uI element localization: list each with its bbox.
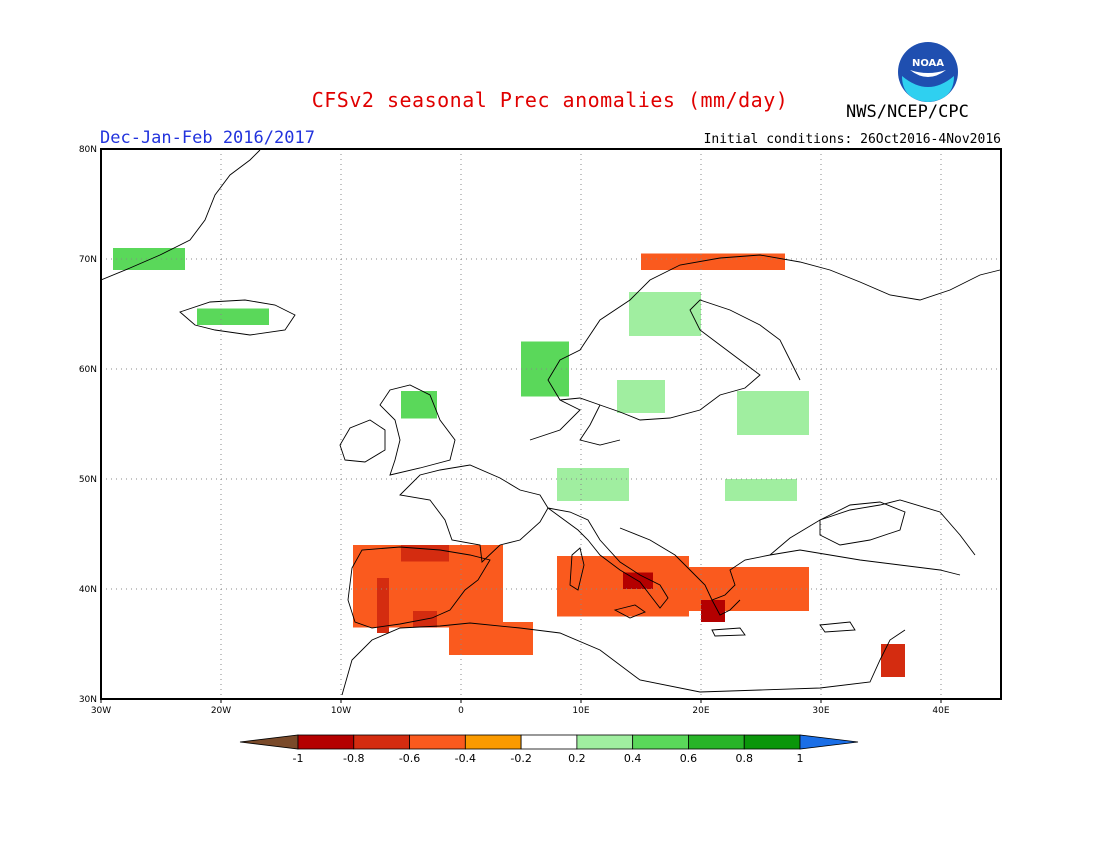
colorbar-box xyxy=(576,734,634,750)
colorbar-box xyxy=(409,734,466,750)
lon-tick-label: 10W xyxy=(331,706,351,716)
anomaly-cell xyxy=(401,391,437,419)
anomaly-cell xyxy=(617,380,665,413)
anomaly-cell xyxy=(449,622,533,655)
lat-tick-label: 80N xyxy=(79,145,97,155)
colorbar-label: 0.8 xyxy=(735,752,753,765)
anomaly-cell xyxy=(629,292,701,336)
lat-tick-label: 30N xyxy=(79,695,97,705)
anomaly-cell xyxy=(401,545,449,562)
colorbar-box xyxy=(632,734,689,750)
map-frame xyxy=(100,148,1002,700)
anomaly-cell xyxy=(725,479,797,501)
colorbar-low-arrow xyxy=(239,734,299,750)
map-background xyxy=(101,149,1001,699)
anomaly-cell xyxy=(737,391,809,435)
anomaly-cells xyxy=(113,248,905,677)
agency-label: NWS/NCEP/CPC xyxy=(846,102,969,122)
lon-tick-label: 20W xyxy=(211,706,231,716)
lon-tick-label: 20E xyxy=(692,706,709,716)
colorbar-label: -0.2 xyxy=(510,752,531,765)
colorbar-box xyxy=(464,734,522,750)
lat-tick-label: 60N xyxy=(79,365,97,375)
colorbar-label: -0.6 xyxy=(399,752,420,765)
anomaly-cell xyxy=(377,578,389,633)
logo-text: NOAA xyxy=(912,58,944,69)
lon-tick-label: 10E xyxy=(572,706,589,716)
anomaly-cell xyxy=(113,248,185,270)
colorbar-label: 0.2 xyxy=(568,752,586,765)
lon-tick-label: 0 xyxy=(458,706,464,716)
axis-tick-labels: 30W 20W 10W 0 10E 20E 30E 40E 30N 40N 50N 60N 70N 80N xyxy=(79,145,950,716)
anomaly-cell xyxy=(641,253,785,270)
precip-anomaly-map: 30W 20W 10W 0 10E 20E 30E 40E 30N 40N 50N 60N 70N 80N xyxy=(79,145,1002,716)
coastlines xyxy=(101,149,1001,696)
map-gridlines xyxy=(101,149,1001,699)
anomaly-cell xyxy=(881,644,905,677)
colorbar-label: 0.4 xyxy=(624,752,642,765)
colorbar-label: -0.4 xyxy=(455,752,476,765)
lat-tick-label: 50N xyxy=(79,475,97,485)
colorbar-box xyxy=(688,734,745,750)
colorbar-label: 0.6 xyxy=(680,752,698,765)
noaa-logo-icon: NOAA xyxy=(898,42,958,102)
initial-conditions-label: Initial conditions: 26Oct2016-4Nov2016 xyxy=(703,132,1001,147)
colorbar-box xyxy=(353,734,410,750)
anomaly-cell xyxy=(557,468,629,501)
anomaly-cell xyxy=(701,600,725,622)
lat-tick-label: 40N xyxy=(79,585,97,595)
colorbar-box xyxy=(297,734,355,750)
chart-title: CFSv2 seasonal Prec anomalies (mm/day) xyxy=(311,88,789,112)
colorbar-box xyxy=(743,734,801,750)
season-label: Dec-Jan-Feb 2016/2017 xyxy=(100,128,315,148)
colorbar-label: -0.8 xyxy=(343,752,364,765)
lon-tick-label: 40E xyxy=(932,706,949,716)
anomaly-cell xyxy=(197,308,269,325)
colorbar-high-arrow xyxy=(799,734,859,750)
colorbar-box xyxy=(520,734,578,750)
lon-tick-label: 30W xyxy=(91,706,111,716)
colorbar-label: 1 xyxy=(797,752,804,765)
lat-tick-label: 70N xyxy=(79,255,97,265)
colorbar-label: -1 xyxy=(293,752,304,765)
lon-tick-label: 30E xyxy=(812,706,829,716)
